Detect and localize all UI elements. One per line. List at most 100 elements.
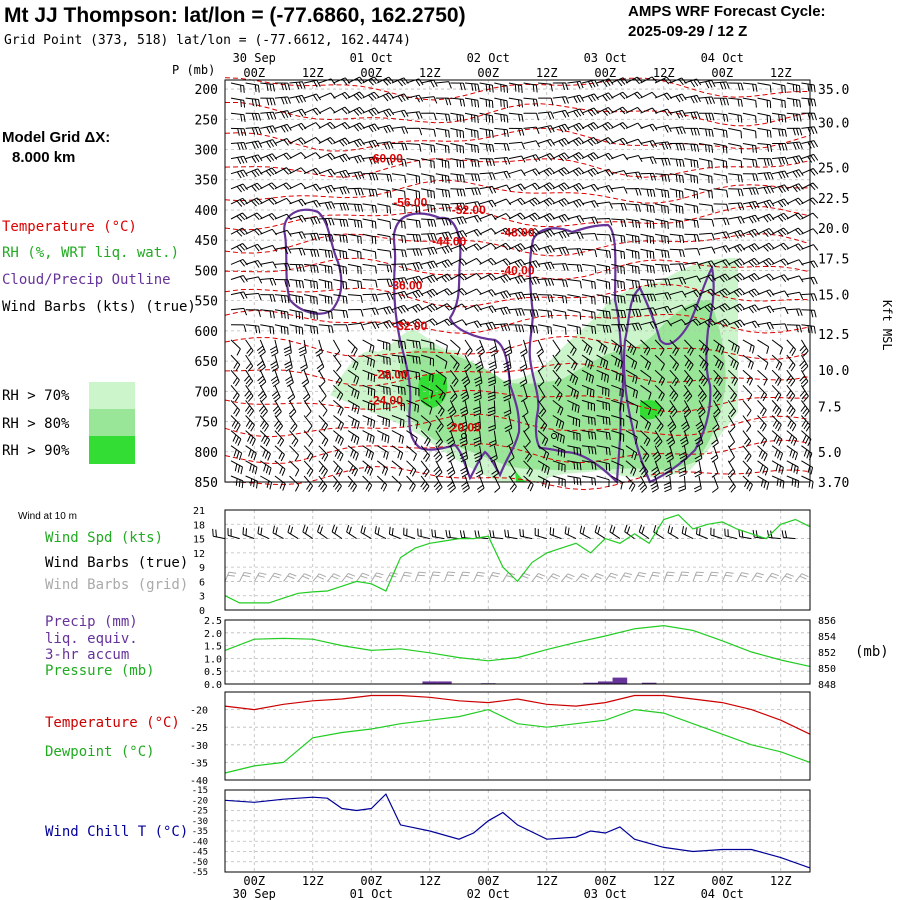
wind-barb — [421, 127, 436, 137]
wind-barb — [567, 231, 584, 240]
wind-barb — [667, 525, 679, 540]
height-tick-label: 22.5 — [818, 192, 849, 207]
wind-barb — [684, 111, 701, 120]
wind-barb — [552, 445, 566, 458]
wind-barb — [302, 524, 314, 540]
wind-barb — [362, 233, 377, 245]
wind-barb — [765, 572, 779, 582]
wind-barb — [552, 246, 570, 255]
wind-barb — [713, 339, 725, 355]
wind-barb — [230, 82, 245, 93]
wind-barb — [449, 385, 458, 403]
pressure-tick-label: 500 — [195, 264, 218, 279]
wind-barb — [684, 218, 699, 228]
temperature-contour-label: -40.00 — [500, 263, 534, 277]
wind-barb — [494, 258, 512, 266]
wind-barb — [596, 263, 611, 275]
wind-barb — [487, 572, 501, 582]
wind-barb — [508, 155, 526, 163]
wind-barb — [727, 369, 739, 386]
wind-barb — [669, 158, 685, 167]
wind-barb — [697, 385, 707, 402]
wind-barb — [260, 324, 275, 335]
wind-barb — [523, 140, 541, 148]
wind-barb — [406, 475, 416, 492]
wind-barb — [230, 430, 242, 446]
wind-barb — [274, 152, 292, 161]
wind-barb — [245, 475, 258, 489]
wind-barb — [318, 309, 333, 320]
wind-barb — [538, 97, 554, 106]
wind-barb — [537, 354, 545, 372]
wind-barb — [611, 170, 628, 178]
wind-barb — [567, 122, 585, 132]
wind-barb — [435, 318, 453, 327]
precip-tick: 2.0 — [204, 629, 222, 640]
wind-barb — [503, 355, 512, 372]
wind-barb — [508, 291, 526, 301]
wind-barb — [431, 529, 445, 540]
wind-barb — [611, 294, 626, 304]
wind-barb — [552, 182, 570, 192]
wind-barb — [406, 248, 423, 257]
wind-barb — [376, 475, 388, 492]
dewpoint-label: Dewpoint (°C) — [45, 744, 155, 760]
wind-barb — [567, 460, 582, 471]
wind-barb — [786, 112, 802, 122]
wind-barb — [713, 81, 730, 90]
precip-pressure-panel: Precip (mm) liq. equiv. 3-hr accum Press… — [45, 614, 889, 691]
wind-barb — [552, 152, 570, 162]
wind-barb — [537, 125, 555, 133]
pressure-axis: 200 250 300 350 400 450 500 550 600 650 700 750 800 8… — [195, 83, 218, 491]
wind-barb — [611, 309, 627, 318]
temperature-contour — [224, 309, 811, 334]
wind-barb — [297, 573, 312, 582]
wind-barb — [230, 415, 241, 432]
wind-barb — [315, 339, 323, 357]
wind-barb — [625, 248, 640, 260]
wind-barb — [347, 218, 363, 229]
wind-barb — [801, 112, 817, 121]
height-tick-label: 12.5 — [818, 328, 849, 343]
wind-barb — [698, 260, 716, 269]
wind-barb — [489, 339, 498, 357]
wind-barb — [508, 197, 526, 206]
wind-barb — [356, 572, 370, 582]
temperature-contour — [224, 335, 811, 360]
wind-barb — [713, 97, 729, 106]
wind-barb — [667, 415, 677, 433]
wind-barb — [669, 203, 684, 214]
wind-barb — [494, 112, 509, 123]
wind-barb — [546, 573, 560, 582]
wind-barb — [552, 309, 567, 320]
wind-barb — [611, 248, 626, 260]
date-label: 01 Oct — [350, 51, 393, 65]
wind-barb — [728, 339, 740, 354]
wind-barb — [654, 369, 666, 386]
wind-barb — [445, 529, 460, 540]
wind-barb — [245, 212, 263, 221]
wind-barb — [655, 141, 672, 150]
wind-barb — [640, 233, 655, 245]
wind-barb — [459, 415, 468, 432]
wind-barb — [684, 158, 699, 168]
wind-barb — [503, 400, 512, 417]
wind-barb — [698, 218, 715, 227]
wind-barb — [391, 158, 407, 167]
wind-barb — [537, 245, 555, 254]
wind-barb — [388, 526, 401, 540]
wind-barb — [698, 112, 715, 121]
height-axis: 35.0 30.0 25.0 22.5 20.0 17.5 15.0 12.5 10.0 7.5 5… — [818, 83, 849, 491]
wind-barb — [640, 91, 658, 99]
liq-equiv-label: liq. equiv. — [45, 631, 138, 647]
wind-barb — [666, 430, 676, 448]
wind-barb — [537, 385, 546, 403]
wind-barb — [786, 227, 804, 236]
wind-barb — [474, 370, 483, 387]
wind-barb — [742, 288, 760, 298]
wind-barb — [333, 460, 343, 477]
wind-barb — [531, 573, 546, 582]
wind-barb — [244, 385, 254, 402]
wind-barb — [742, 127, 757, 139]
wind-barb — [377, 263, 393, 273]
